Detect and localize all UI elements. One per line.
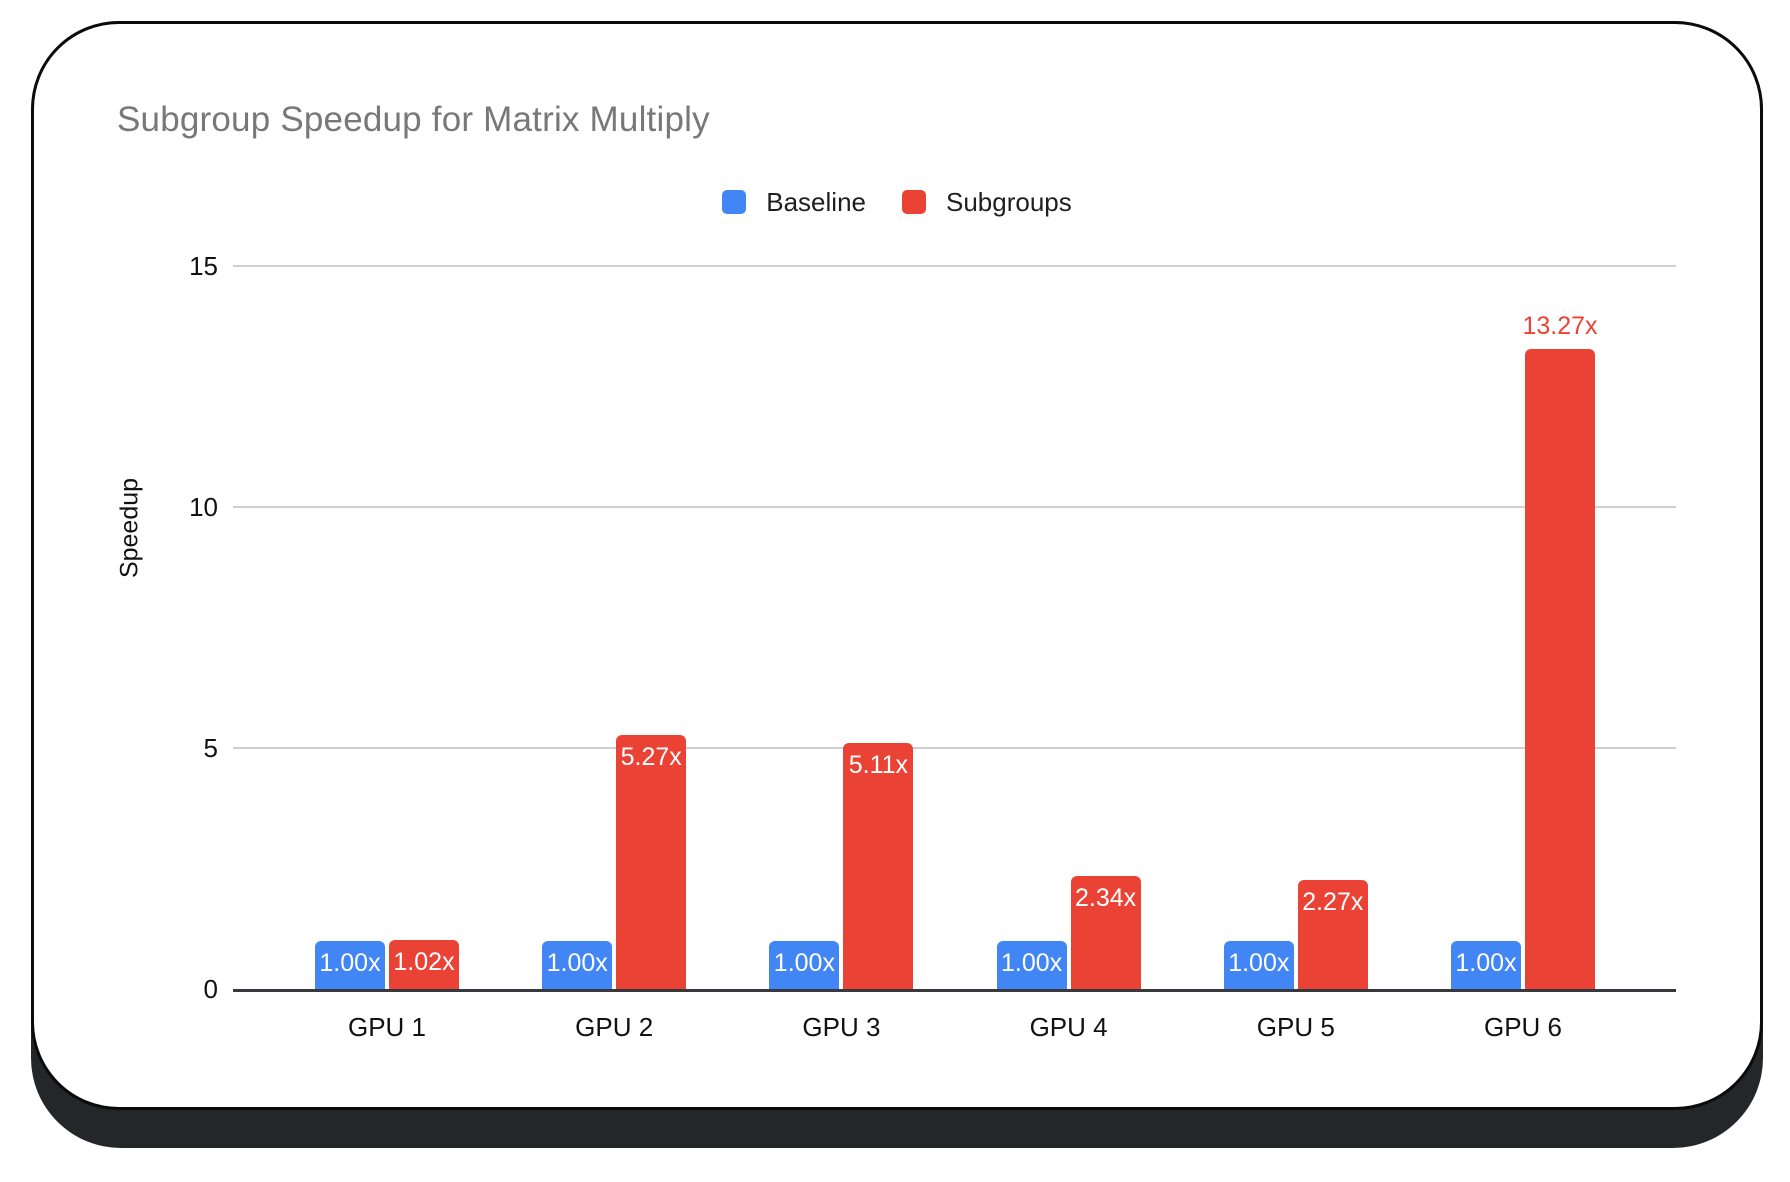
bar-subgroups-gpu-6: [1525, 349, 1595, 989]
bar-value-label: 1.00x: [1228, 948, 1290, 977]
x-axis-tick-label: GPU 5: [1256, 1012, 1335, 1042]
chart-legend: Baseline Subgroups: [34, 186, 1760, 218]
bar-subgroups-gpu-2: [616, 735, 687, 989]
x-axis-tick-label: GPU 3: [802, 1012, 881, 1042]
bar-subgroups-gpu-3: [843, 742, 914, 989]
subgroups-swatch-icon: [901, 190, 926, 214]
bar-value-label: 1.00x: [319, 948, 381, 977]
bar-value-label: 2.27x: [1302, 887, 1364, 916]
y-axis-tick-label: 15: [189, 251, 218, 281]
bar-subgroups-gpu-5: [1297, 879, 1368, 989]
baseline-swatch-icon: [722, 190, 747, 214]
gridline: [233, 747, 1676, 749]
y-axis-tick-label: 10: [189, 492, 218, 522]
legend-item-subgroups: Subgroups: [901, 186, 1072, 218]
legend-item-baseline: Baseline: [722, 187, 866, 218]
bar-baseline-gpu-1: [315, 940, 385, 989]
card-outer-frame: Subgroup Speedup for Matrix Multiply Bas…: [31, 21, 1763, 1148]
bar-subgroups-gpu-4: [1070, 876, 1141, 989]
bar-baseline-gpu-3: [769, 940, 840, 989]
plot-area: 1.00x 1.00x 1.00x 1.00x 1.00x 1.00x 1.02x 5.27x…: [233, 265, 1676, 992]
x-axis-tick-label: GPU 1: [347, 1012, 427, 1042]
bar-baseline-gpu-6: [1451, 940, 1521, 989]
x-axis-tick-label: GPU 6: [1483, 1012, 1563, 1042]
bar-value-label: 2.34x: [1075, 884, 1137, 913]
y-axis-tick-label: 5: [203, 733, 218, 763]
chart-title: Subgroup Speedup for Matrix Multiply: [117, 100, 710, 139]
bar-value-label: 13.27x: [1522, 312, 1598, 341]
x-axis-tick-label: GPU 2: [575, 1012, 654, 1042]
x-axis-tick-label: GPU 4: [1029, 1012, 1108, 1042]
bar-value-label: 5.11x: [848, 750, 909, 779]
bar-value-label: 5.27x: [620, 742, 682, 771]
bar-value-label: 1.00x: [773, 948, 835, 977]
gridline: [233, 506, 1676, 508]
bar-subgroups-gpu-1: [389, 939, 459, 989]
chart-card: Subgroup Speedup for Matrix Multiply Bas…: [31, 21, 1763, 1110]
legend-label-baseline: Baseline: [766, 186, 866, 217]
bar-value-label: 1.00x: [1001, 948, 1063, 977]
bar-baseline-gpu-4: [996, 940, 1067, 989]
bar-baseline-gpu-5: [1223, 940, 1294, 989]
legend-label-subgroups: Subgroups: [945, 186, 1072, 217]
y-axis-tick-label: 0: [203, 974, 218, 1004]
bar-value-label: 1.00x: [546, 948, 608, 977]
bar-value-label: 1.00x: [1455, 948, 1517, 977]
gridline: [233, 265, 1676, 267]
bar-baseline-gpu-2: [542, 940, 613, 989]
bar-value-label: 1.02x: [393, 947, 455, 976]
